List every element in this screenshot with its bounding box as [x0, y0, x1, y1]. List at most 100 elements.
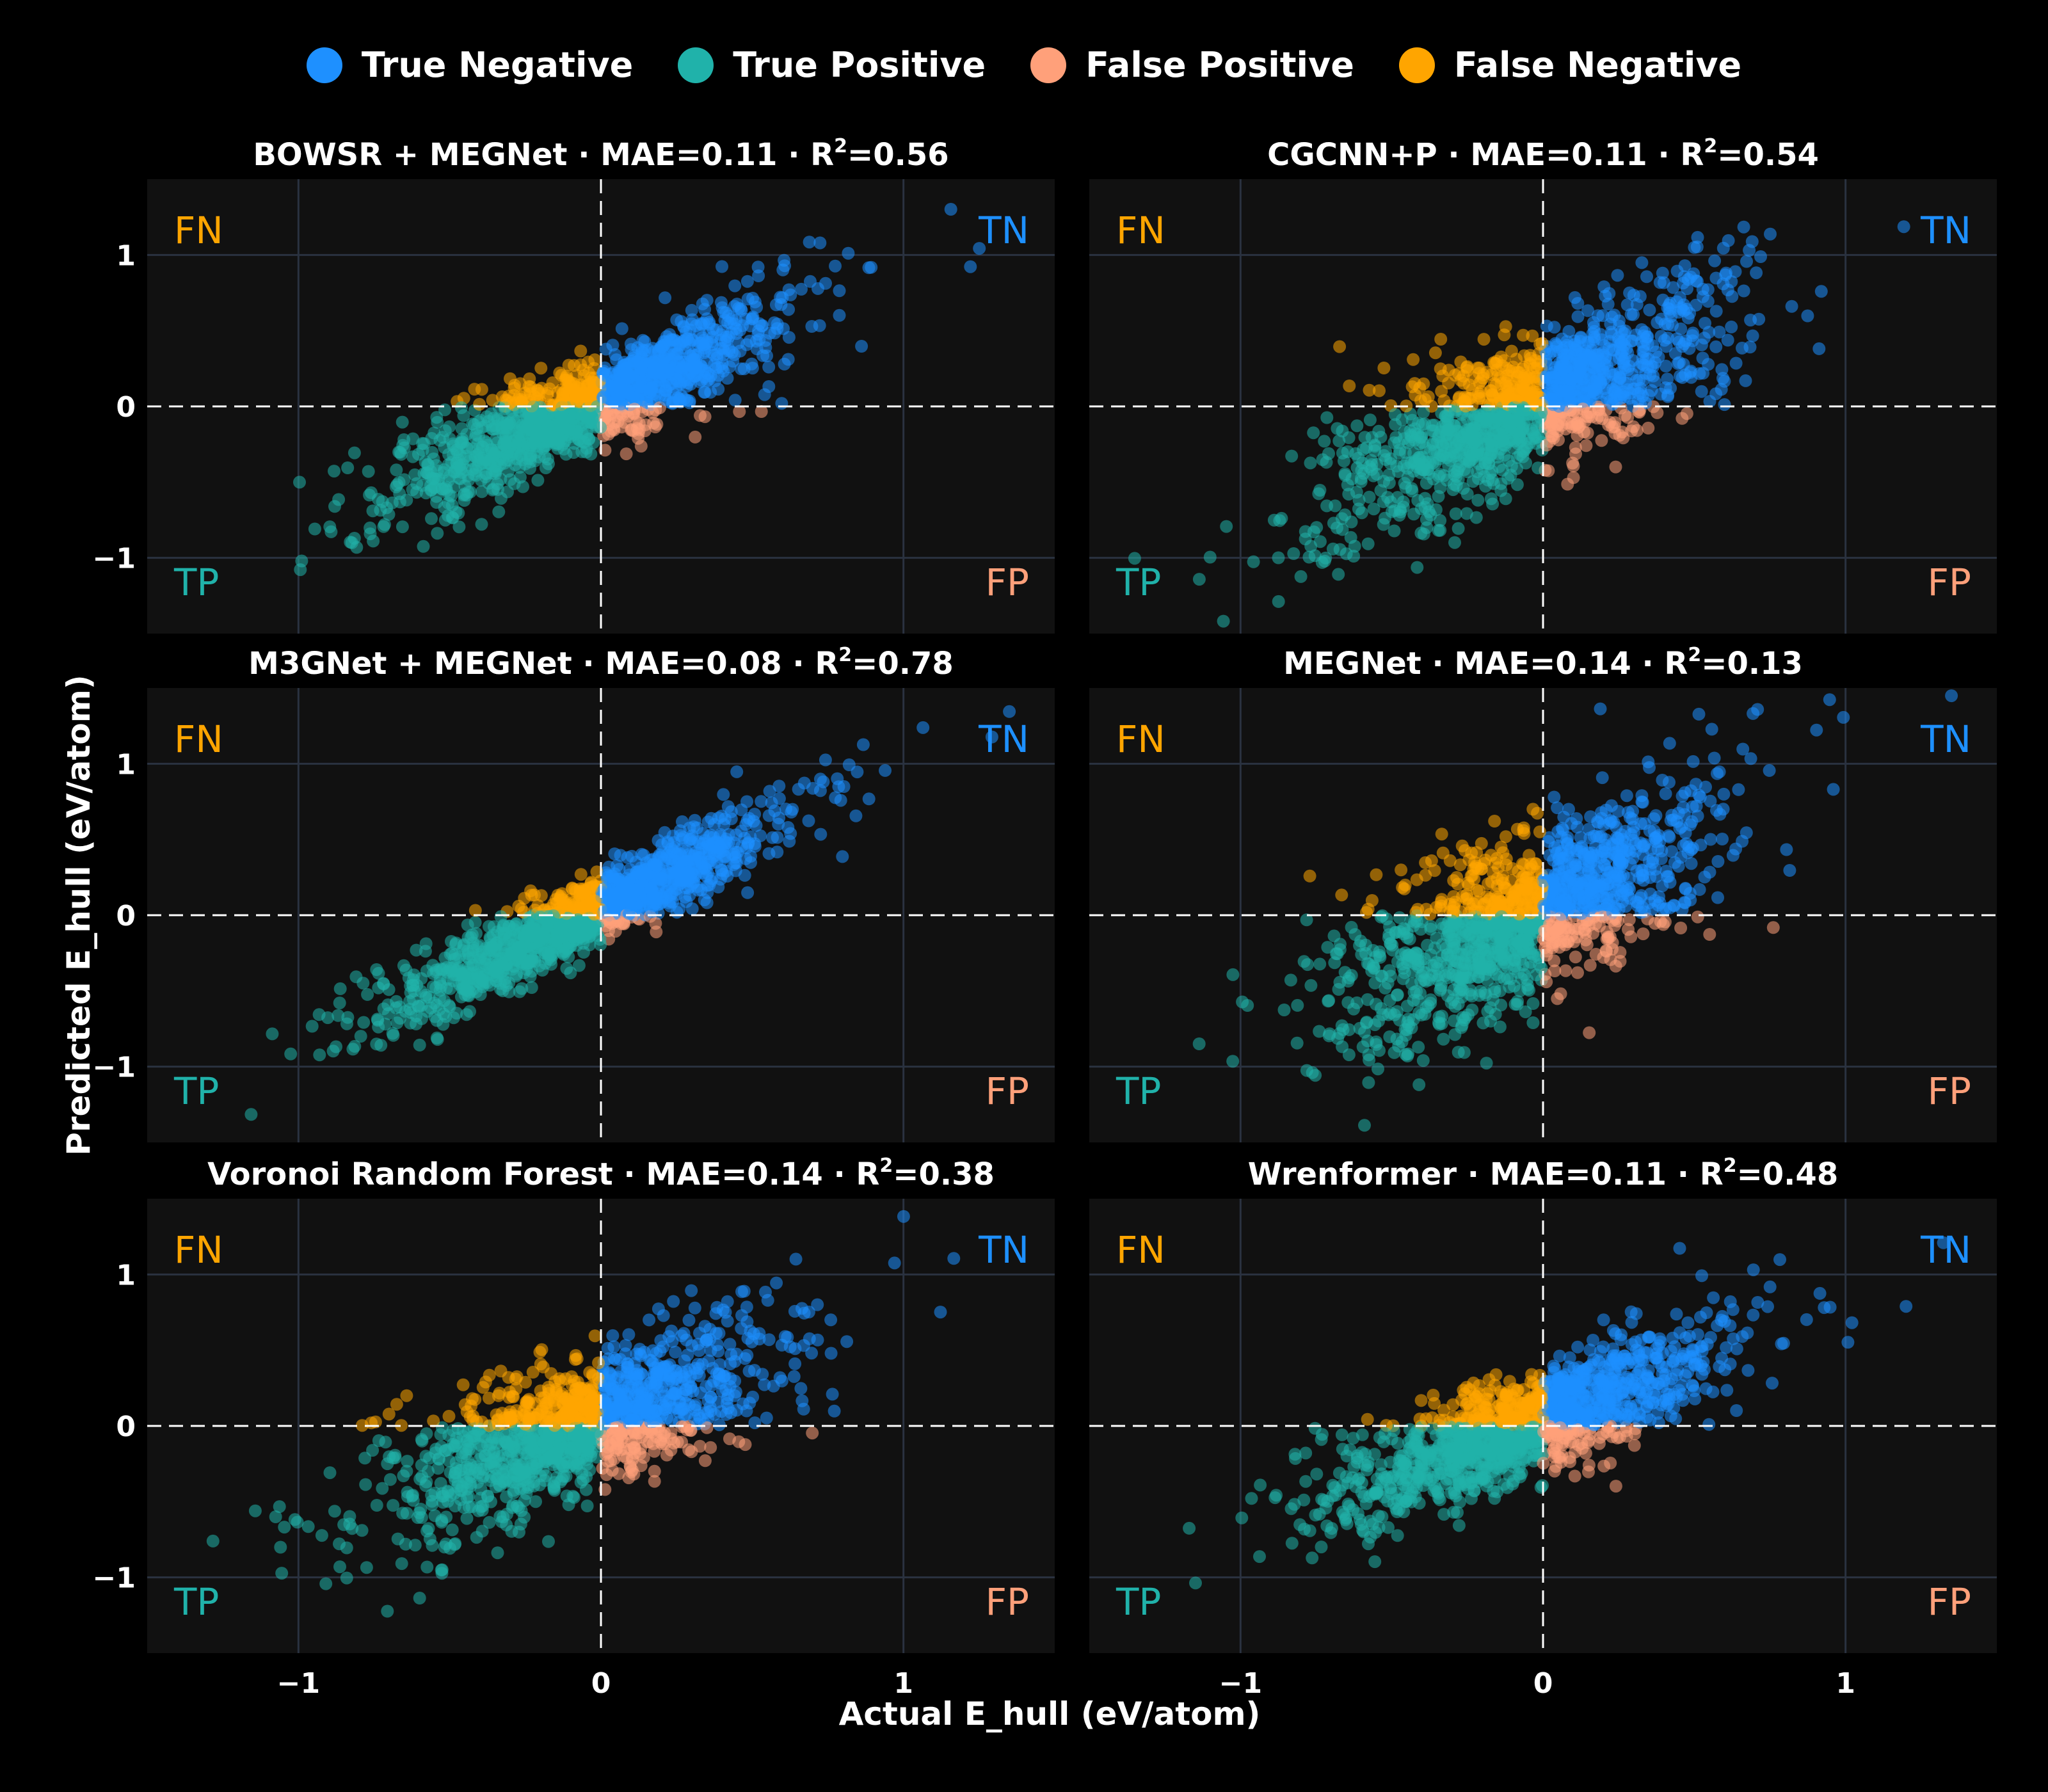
point-tp	[390, 463, 403, 477]
point-tn	[1546, 344, 1560, 358]
point-fn	[1454, 355, 1468, 369]
point-tp	[1450, 479, 1463, 492]
point-tn	[1729, 265, 1742, 278]
point-tn	[664, 899, 677, 913]
legend-swatch-fp	[1030, 47, 1067, 83]
point-tp	[567, 446, 580, 459]
point-tn	[728, 279, 742, 292]
point-tn	[688, 813, 701, 827]
point-tn	[700, 863, 713, 876]
point-tn	[1645, 384, 1658, 397]
point-tp	[370, 1037, 383, 1051]
legend-item-false-positive[interactable]: False Positive	[1030, 45, 1354, 85]
point-tn	[771, 831, 784, 844]
point-fn	[1377, 362, 1391, 374]
quadrant-label-fp: FP	[986, 561, 1029, 604]
point-fp	[1580, 439, 1593, 452]
point-fn	[1526, 329, 1539, 342]
point-tp	[513, 405, 526, 418]
point-fp	[1651, 406, 1664, 419]
point-tp	[389, 480, 403, 493]
point-tp	[560, 962, 573, 975]
point-tp	[1284, 973, 1297, 987]
legend-label-fn: False Negative	[1453, 45, 1742, 85]
point-tn	[1565, 372, 1578, 386]
point-tp	[427, 967, 440, 980]
point-tn	[1718, 398, 1731, 412]
point-tn	[1568, 291, 1581, 304]
point-tp	[572, 959, 586, 972]
point-tp	[348, 1039, 362, 1053]
point-tp	[429, 490, 443, 503]
point-tn	[741, 886, 755, 899]
point-tp	[324, 525, 338, 538]
point-tn	[721, 800, 735, 813]
point-tn	[1571, 339, 1584, 353]
y-tick-label: −1	[93, 543, 136, 575]
point-fn	[504, 372, 516, 385]
point-tp	[361, 988, 374, 1001]
point-tn	[1751, 703, 1764, 716]
point-tp	[513, 470, 527, 484]
point-tn	[737, 362, 751, 376]
quadrant-label-fn: FN	[1116, 209, 1165, 252]
point-tn	[781, 353, 795, 366]
point-tp	[415, 1012, 428, 1025]
point-fp	[632, 417, 646, 430]
point-tp	[510, 917, 524, 930]
point-fn	[574, 344, 588, 358]
point-tn	[1606, 343, 1619, 356]
point-tn	[1652, 350, 1665, 364]
point-tn	[714, 872, 727, 886]
point-tn	[638, 344, 652, 357]
legend-item-true-positive[interactable]: True Positive	[678, 45, 986, 85]
point-fn	[1407, 353, 1420, 366]
point-fn	[1395, 863, 1408, 877]
point-tp	[308, 522, 321, 536]
point-tp	[348, 532, 361, 545]
point-tp	[1390, 460, 1404, 473]
point-tp	[397, 473, 411, 486]
point-fn	[1343, 380, 1356, 392]
point-tp	[1361, 537, 1375, 550]
legend-label-tp: True Positive	[733, 45, 986, 85]
point-tn	[1725, 290, 1739, 303]
point-tp	[1335, 512, 1348, 525]
point-tn	[964, 260, 977, 273]
point-tn	[750, 342, 764, 356]
quadrant-label-fp: FP	[986, 1069, 1029, 1113]
point-tn	[1676, 789, 1689, 803]
y-tick-label: 1	[116, 748, 136, 781]
point-tn	[1721, 333, 1734, 347]
point-tp	[1476, 415, 1490, 429]
point-tn	[1746, 329, 1759, 342]
point-tp	[1508, 998, 1522, 1011]
point-tn	[1599, 289, 1612, 303]
point-fn	[574, 358, 588, 371]
point-tn	[944, 203, 957, 216]
point-tp	[1226, 968, 1240, 981]
point-tp	[455, 422, 468, 435]
legend-item-false-negative[interactable]: False Negative	[1398, 45, 1742, 85]
quadrant-label-tn: TN	[1920, 209, 1971, 252]
point-tn	[637, 849, 650, 862]
quadrant-label-tp: TP	[1116, 561, 1161, 604]
point-tp	[463, 1005, 476, 1018]
point-tn	[644, 881, 658, 895]
point-fp	[1567, 460, 1580, 473]
point-tn	[645, 381, 659, 395]
point-tp	[1318, 435, 1331, 448]
point-tn	[776, 263, 790, 276]
point-tp	[1272, 551, 1285, 564]
point-tn	[1743, 340, 1757, 354]
legend-item-true-negative[interactable]: True Negative	[306, 45, 633, 85]
scatter-points	[293, 203, 986, 577]
point-tn	[1750, 266, 1763, 280]
point-tn	[691, 348, 705, 361]
point-fn	[534, 362, 548, 375]
point-tp	[442, 474, 455, 488]
point-tn	[606, 339, 620, 352]
point-tp	[416, 479, 429, 492]
point-tp	[530, 941, 543, 955]
point-tn	[722, 309, 735, 323]
